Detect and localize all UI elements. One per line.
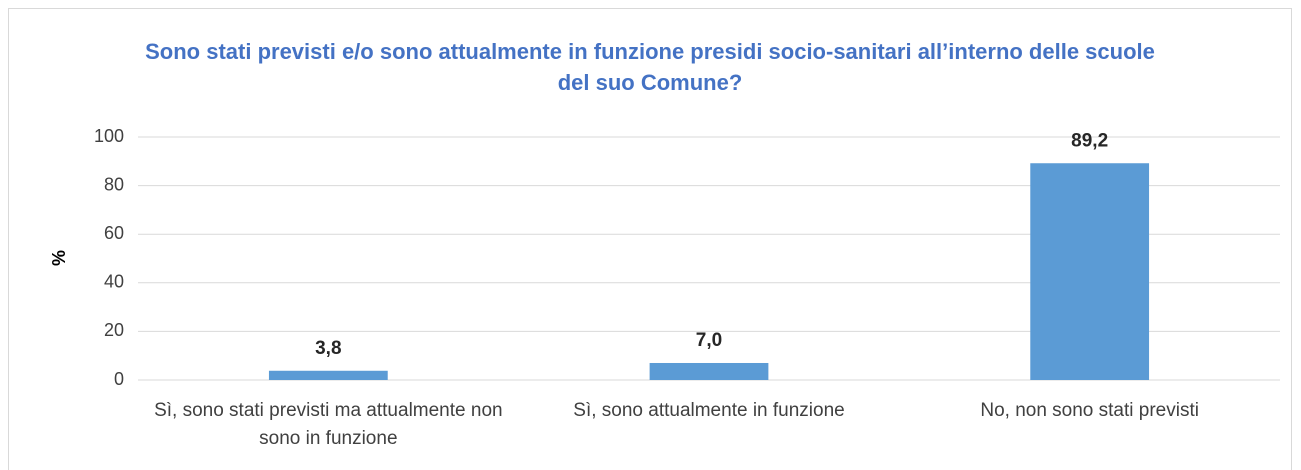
- y-tick-label: 20: [104, 320, 124, 340]
- value-label: 89,2: [1071, 130, 1108, 151]
- y-tick-label: 80: [104, 174, 124, 194]
- y-tick-label: 40: [104, 272, 124, 292]
- bar: [649, 362, 769, 380]
- chart-title: Sono stati previsti e/o sono attualmente…: [145, 39, 1155, 95]
- value-label: 7,0: [696, 330, 722, 351]
- x-tick-label: No, non sono stati previsti: [980, 400, 1199, 421]
- x-tick-label: Sì, sono stati previsti ma attualmente n…: [154, 400, 503, 449]
- value-label: 3,8: [315, 338, 341, 359]
- y-axis-label: %: [49, 250, 69, 266]
- y-tick-label: 60: [104, 223, 124, 243]
- chart-frame: [8, 8, 1292, 470]
- bar: [1030, 163, 1150, 380]
- y-tick-label: 100: [94, 126, 124, 146]
- x-tick-label: Sì, sono attualmente in funzione: [573, 400, 845, 421]
- y-tick-label: 0: [114, 369, 124, 389]
- bar: [268, 370, 388, 380]
